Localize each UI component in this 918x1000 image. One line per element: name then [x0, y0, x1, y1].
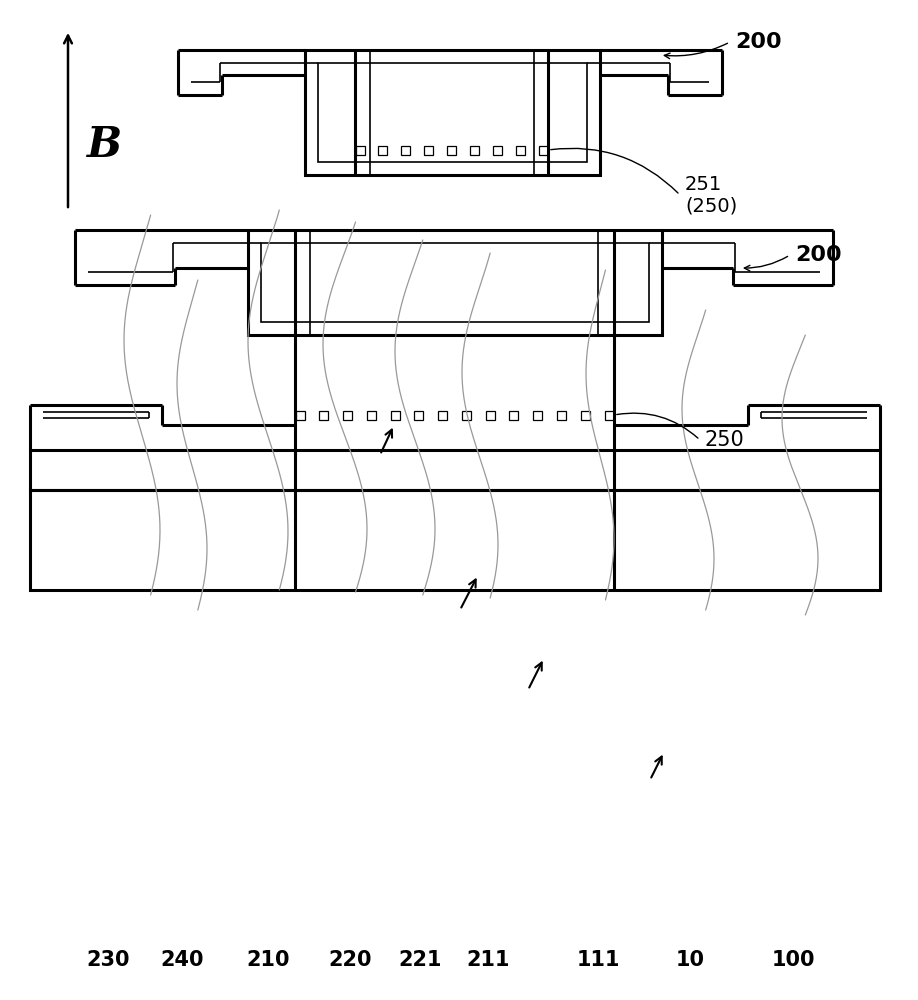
- Bar: [401, 145, 410, 154]
- Text: 200: 200: [795, 245, 842, 265]
- Bar: [296, 410, 305, 420]
- Text: 10: 10: [676, 950, 704, 970]
- Bar: [533, 410, 543, 420]
- Text: 220: 220: [329, 950, 372, 970]
- Bar: [539, 145, 547, 154]
- Bar: [509, 410, 519, 420]
- Bar: [30, 450, 880, 490]
- Text: 250: 250: [705, 430, 744, 450]
- Text: 211: 211: [466, 950, 509, 970]
- Bar: [248, 230, 662, 335]
- Bar: [604, 410, 613, 420]
- Bar: [493, 145, 502, 154]
- Bar: [581, 410, 589, 420]
- Text: B: B: [87, 124, 123, 166]
- Bar: [424, 145, 433, 154]
- Bar: [318, 63, 587, 162]
- Bar: [414, 410, 423, 420]
- Bar: [470, 145, 479, 154]
- Bar: [438, 410, 447, 420]
- Text: 251
(250): 251 (250): [685, 174, 737, 216]
- Bar: [319, 410, 329, 420]
- Text: 200: 200: [735, 32, 781, 52]
- Bar: [390, 410, 399, 420]
- Text: 240: 240: [161, 950, 204, 970]
- Text: 100: 100: [771, 950, 815, 970]
- Text: 111: 111: [577, 950, 620, 970]
- Bar: [261, 243, 649, 322]
- Bar: [462, 410, 471, 420]
- Bar: [486, 410, 495, 420]
- Bar: [447, 145, 456, 154]
- Bar: [355, 145, 364, 154]
- Bar: [30, 490, 880, 590]
- Bar: [557, 410, 566, 420]
- Bar: [343, 410, 352, 420]
- Text: 221: 221: [398, 950, 442, 970]
- Bar: [305, 50, 600, 175]
- Bar: [378, 145, 387, 154]
- Text: 210: 210: [246, 950, 290, 970]
- Bar: [367, 410, 375, 420]
- Text: 230: 230: [86, 950, 129, 970]
- Bar: [516, 145, 524, 154]
